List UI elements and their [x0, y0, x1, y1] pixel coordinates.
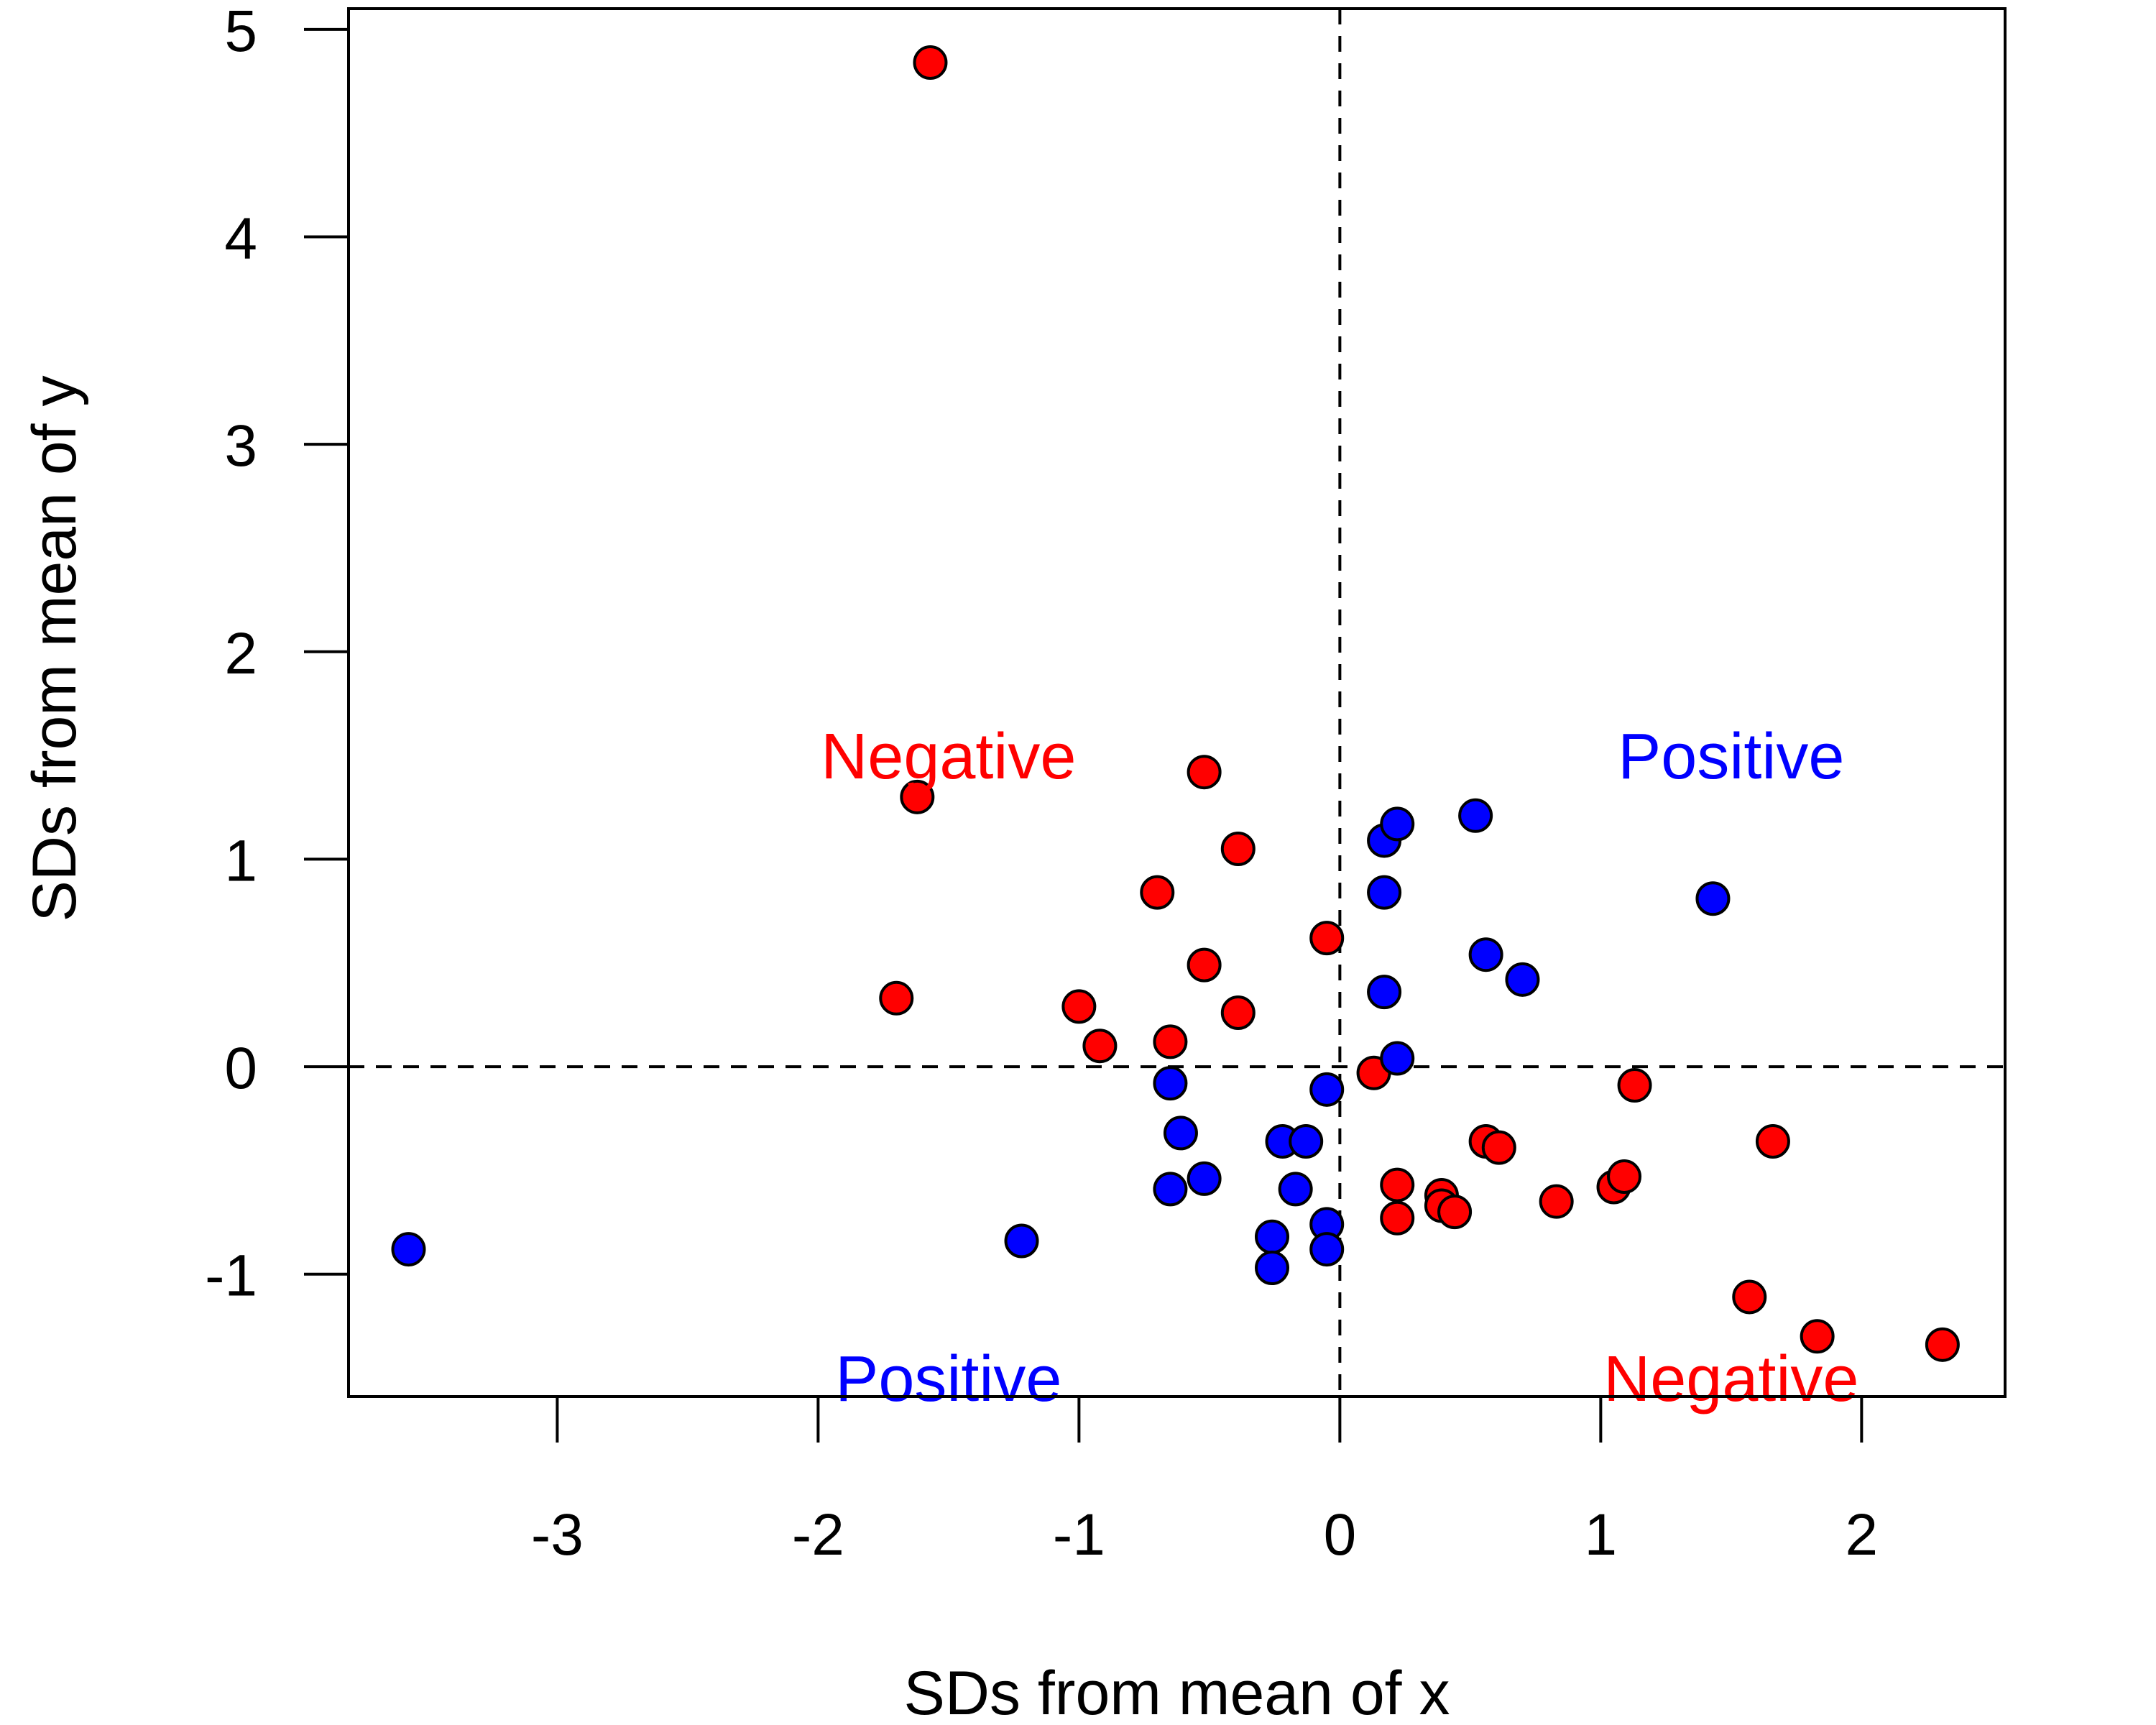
- y-tick-label: -1: [205, 1243, 257, 1309]
- x-tick-label: 2: [1846, 1502, 1879, 1568]
- data-point: [1381, 1169, 1413, 1201]
- data-point: [1311, 1233, 1342, 1265]
- data-point: [392, 1233, 424, 1265]
- data-point: [1381, 808, 1413, 840]
- data-point: [1084, 1030, 1115, 1062]
- data-point: [1368, 877, 1400, 908]
- data-point: [1439, 1196, 1470, 1228]
- data-point: [1256, 1252, 1288, 1284]
- data-point: [1733, 1281, 1765, 1312]
- x-tick-label: -1: [1053, 1502, 1105, 1568]
- y-tick-label: 5: [224, 0, 257, 64]
- data-point: [1381, 1043, 1413, 1075]
- y-tick-label: 2: [224, 621, 257, 686]
- data-point: [1280, 1173, 1312, 1205]
- quadrant-label: Positive: [835, 1343, 1061, 1415]
- data-point: [1608, 1161, 1640, 1192]
- data-points: [392, 47, 1958, 1361]
- data-point: [1483, 1132, 1515, 1164]
- x-tick-label: 1: [1585, 1502, 1618, 1568]
- data-point: [1154, 1026, 1186, 1057]
- data-point: [1154, 1173, 1186, 1205]
- y-axis: -1 0 1 2 3 4 5: [205, 0, 349, 1309]
- data-point: [1063, 990, 1095, 1022]
- x-tick-label: -2: [792, 1502, 844, 1568]
- y-axis-title: SDs from mean of y: [20, 376, 89, 922]
- data-point: [914, 47, 946, 78]
- quadrant-label: Positive: [1618, 721, 1844, 793]
- data-point: [1256, 1221, 1288, 1253]
- data-point: [1222, 997, 1254, 1029]
- data-point: [1189, 1163, 1220, 1195]
- data-point: [1757, 1126, 1789, 1157]
- y-tick-label: 1: [224, 828, 257, 893]
- data-point: [1290, 1126, 1322, 1157]
- data-point: [1697, 883, 1728, 914]
- y-tick-label: 4: [224, 206, 257, 272]
- data-point: [1470, 939, 1502, 970]
- data-point: [1368, 976, 1400, 1008]
- data-point: [1141, 877, 1173, 908]
- data-point: [1189, 756, 1220, 788]
- x-tick-label: 0: [1324, 1502, 1357, 1568]
- data-point: [1189, 949, 1220, 981]
- data-point: [1506, 964, 1538, 995]
- data-point: [1165, 1117, 1197, 1149]
- data-point: [1311, 922, 1342, 954]
- data-point: [1311, 1074, 1342, 1105]
- y-tick-label: 3: [224, 413, 257, 479]
- data-point: [1381, 1202, 1413, 1234]
- x-axis: -3 -2 -1 0 1 2: [531, 1397, 1878, 1568]
- data-point: [1154, 1067, 1186, 1099]
- y-tick-label: 0: [224, 1036, 257, 1101]
- data-point: [1006, 1225, 1038, 1257]
- data-point: [1222, 833, 1254, 865]
- x-axis-title: SDs from mean of x: [904, 1659, 1450, 1725]
- quadrant-label: Negative: [821, 721, 1076, 793]
- data-point: [1460, 800, 1491, 832]
- data-point: [1619, 1070, 1651, 1101]
- data-point: [1927, 1329, 1958, 1361]
- data-point: [1541, 1186, 1572, 1218]
- x-tick-label: -3: [531, 1502, 584, 1568]
- quadrant-label: Negative: [1603, 1343, 1858, 1415]
- data-point: [880, 983, 912, 1014]
